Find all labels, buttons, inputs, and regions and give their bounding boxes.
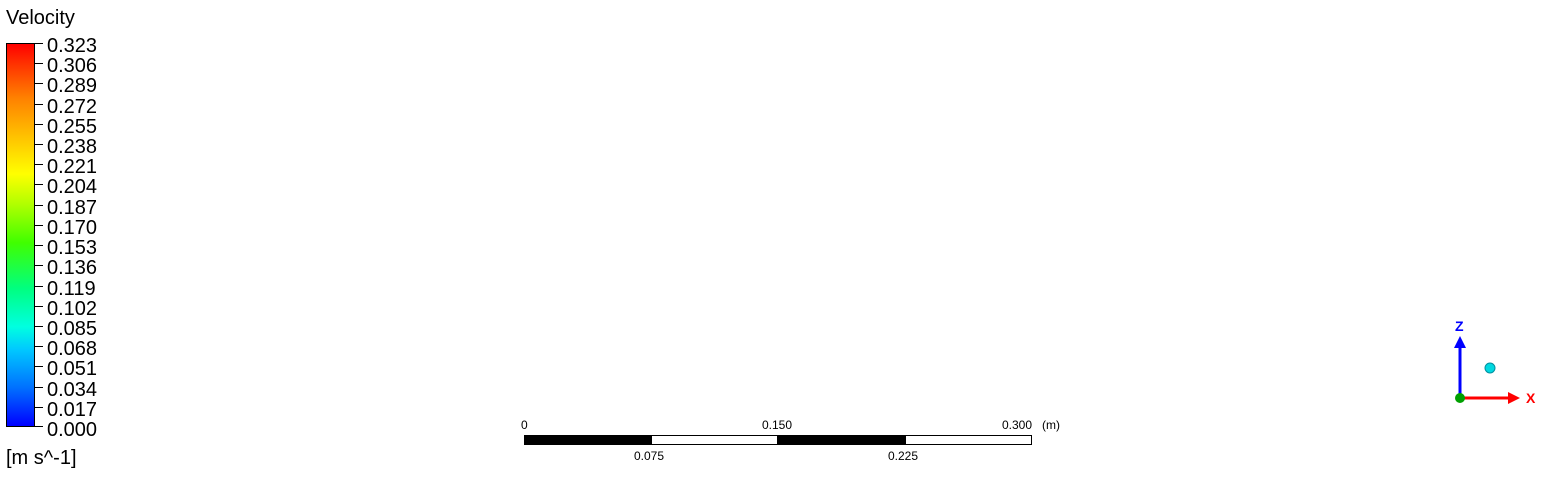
legend-tick [35, 387, 43, 388]
velocity-contour-field [58, 92, 1556, 330]
legend-label: 0.000 [47, 419, 98, 441]
legend-tick [35, 43, 43, 44]
legend-tick [35, 366, 43, 367]
legend-label: 0.153 [47, 237, 98, 259]
legend-tick [35, 164, 43, 165]
scale-label-0225: 0.225 [888, 449, 919, 463]
legend-label: 0.187 [47, 197, 98, 219]
legend-tick [35, 306, 43, 307]
legend-tick [35, 205, 43, 206]
legend-label: 0.238 [47, 136, 98, 158]
legend-label: 0.323 [47, 35, 98, 57]
legend-label: 0.170 [47, 217, 98, 239]
legend-label: 0.306 [47, 55, 98, 77]
legend-tick [35, 326, 43, 327]
legend-tick [35, 346, 43, 347]
axes-triad[interactable]: Z X [1440, 318, 1550, 418]
z-axis-label: Z [1455, 318, 1464, 334]
legend-tick [35, 407, 43, 408]
legend-tick [35, 184, 43, 185]
legend-label: 0.102 [47, 298, 98, 320]
scale-unit: (m) [1042, 418, 1060, 432]
legend-label: 0.289 [47, 75, 98, 97]
legend-tick [35, 286, 43, 287]
legend-label: 0.085 [47, 318, 98, 340]
legend-tick [35, 144, 43, 145]
scale-label-0150: 0.150 [762, 418, 793, 432]
scale-segment-2 [651, 435, 778, 445]
legend-tick [35, 104, 43, 105]
scale-label-0300: 0.300 [1002, 418, 1033, 432]
scale-segment-4 [905, 435, 1032, 445]
scale-bar: 0 0.150 0.300 (m) 0.075 0.225 [521, 416, 1060, 466]
legend-ticks [35, 43, 45, 427]
legend-unit: [m s^-1] [6, 447, 77, 469]
scale-segment-1 [524, 435, 651, 445]
scale-segment-3 [778, 435, 905, 445]
legend-title: Velocity [6, 7, 75, 29]
legend-tick [35, 265, 43, 266]
legend-tick [35, 83, 43, 84]
legend-label: 0.136 [47, 257, 98, 279]
legend-tick [35, 225, 43, 226]
legend-label: 0.017 [47, 399, 98, 421]
legend-label: 0.272 [47, 96, 98, 118]
legend-tick [35, 124, 43, 125]
legend-tick [35, 63, 43, 64]
scale-label-0: 0 [521, 418, 528, 432]
legend-label: 0.221 [47, 156, 98, 178]
axes-triad-graphic [1454, 336, 1520, 404]
legend-label: 0.119 [47, 278, 96, 300]
legend-label: 0.255 [47, 116, 98, 138]
legend-label: 0.051 [47, 358, 98, 380]
legend-label: 0.034 [47, 379, 98, 401]
scale-label-0075: 0.075 [634, 449, 665, 463]
x-axis-label: X [1526, 390, 1536, 406]
legend-label: 0.068 [47, 338, 98, 360]
legend-label: 0.204 [47, 176, 98, 198]
legend-tick [35, 245, 43, 246]
legend-tick [35, 426, 43, 427]
legend-color-bar [6, 43, 35, 427]
